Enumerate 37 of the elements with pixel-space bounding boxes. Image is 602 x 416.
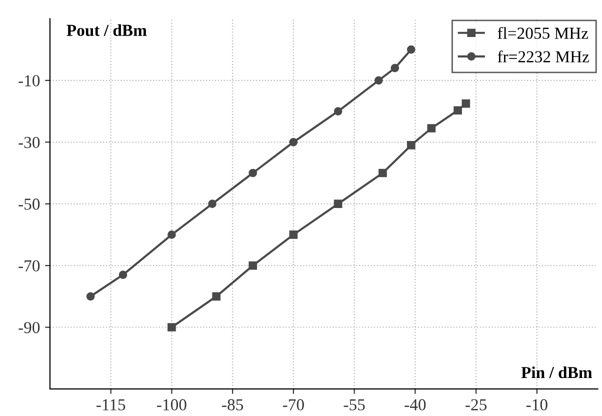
y-tick-label: -50 bbox=[18, 198, 40, 210]
x-tick-label: -85 bbox=[222, 399, 244, 410]
x-axis-title: Pin / dBm bbox=[521, 366, 592, 378]
point bbox=[334, 107, 342, 116]
point bbox=[86, 292, 95, 301]
point bbox=[406, 141, 416, 150]
legend-label: fr=2232 MHz bbox=[498, 50, 589, 62]
point bbox=[390, 64, 400, 72]
y-tick-label: -70 bbox=[18, 260, 40, 272]
point bbox=[378, 168, 387, 178]
point bbox=[208, 200, 216, 208]
legend-label: fl=2055 MHz bbox=[498, 26, 588, 39]
point bbox=[427, 124, 436, 132]
y-tick-label: -90 bbox=[18, 322, 40, 334]
point bbox=[212, 292, 221, 301]
point bbox=[289, 138, 298, 146]
point bbox=[248, 168, 258, 178]
point bbox=[289, 230, 298, 239]
point bbox=[168, 323, 176, 332]
point bbox=[118, 270, 128, 279]
y-axis-title: Pout / dBm bbox=[66, 24, 147, 36]
x-tick-label: -10 bbox=[526, 399, 548, 410]
x-tick-label: -100 bbox=[157, 399, 186, 410]
x-tick-label: -40 bbox=[404, 399, 426, 410]
point bbox=[334, 200, 342, 208]
x-tick-label: -25 bbox=[466, 399, 487, 410]
x-tick-label: -70 bbox=[282, 399, 304, 410]
point bbox=[406, 45, 416, 54]
x-tick-label: -115 bbox=[96, 399, 126, 410]
point bbox=[454, 106, 462, 115]
point bbox=[168, 230, 176, 239]
point bbox=[462, 99, 470, 108]
y-tick-label: -10 bbox=[18, 75, 40, 86]
point bbox=[248, 261, 258, 270]
point bbox=[374, 76, 383, 85]
x-tick-label: -55 bbox=[344, 399, 365, 410]
y-tick-label: -30 bbox=[18, 136, 40, 148]
